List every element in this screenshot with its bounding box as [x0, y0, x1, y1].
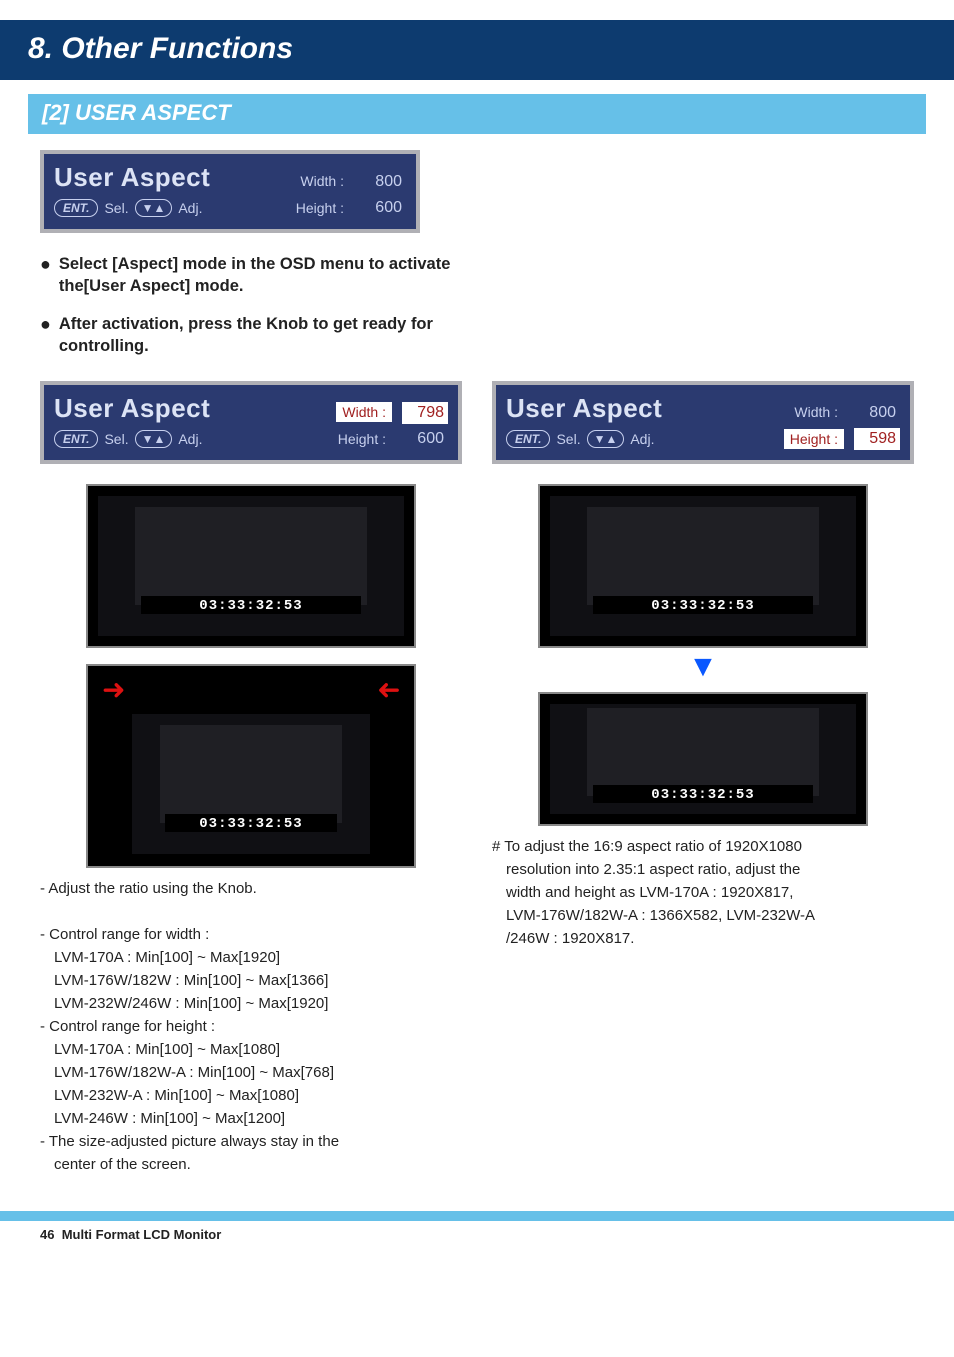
text-line: width and height as LVM-170A : 1920X817,: [492, 882, 914, 903]
osd-box-right: User Aspect Width : 800 ENT. Sel. ▼▲ Adj…: [492, 381, 914, 464]
timecode: 03:33:32:53: [651, 598, 754, 614]
text-line: resolution into 2.35:1 aspect ratio, adj…: [492, 859, 914, 880]
left-body-text: - Adjust the ratio using the Knob. - Con…: [40, 878, 462, 1175]
screen-after-left: ➜ ➜ 03:33:32:53: [86, 664, 416, 868]
height-label: Height :: [290, 198, 350, 218]
bullet-1: ● Select [Aspect] mode in the OSD menu t…: [40, 253, 460, 297]
bullet-2: ● After activation, press the Knob to ge…: [40, 313, 460, 357]
footer-bar: [0, 1211, 954, 1221]
screen-before-right: 03:33:32:53: [538, 484, 868, 648]
ent-pill: ENT.: [54, 199, 98, 217]
text-line: - Adjust the ratio using the Knob.: [40, 878, 462, 899]
timecode: 03:33:32:53: [651, 787, 754, 803]
text-line: # To adjust the 16:9 aspect ratio of 192…: [492, 836, 914, 857]
text-line: LVM-232W-A : Min[100] ~ Max[1080]: [40, 1085, 462, 1106]
osd-title: User Aspect: [506, 393, 778, 424]
footer: 46 Multi Format LCD Monitor: [0, 1221, 954, 1242]
text-line: - Control range for height :: [40, 1016, 462, 1037]
timecode: 03:33:32:53: [199, 598, 302, 614]
text-line: /246W : 1920X817.: [492, 928, 914, 949]
sel-text: Sel.: [104, 200, 128, 216]
adj-text: Adj.: [630, 431, 654, 447]
sel-text: Sel.: [556, 431, 580, 447]
bullet-dot-icon: ●: [40, 253, 51, 297]
right-column: User Aspect Width : 800 ENT. Sel. ▼▲ Adj…: [492, 373, 914, 1177]
arrows-pill: ▼▲: [587, 430, 625, 448]
text-line: LVM-170A : Min[100] ~ Max[1920]: [40, 947, 462, 968]
adj-text: Adj.: [178, 200, 202, 216]
text-line: center of the screen.: [40, 1154, 462, 1175]
height-label: Height :: [784, 429, 844, 449]
footer-title: Multi Format LCD Monitor: [62, 1227, 222, 1242]
bullet-text: Select [Aspect] mode in the OSD menu to …: [59, 253, 460, 297]
width-value: 798: [402, 402, 448, 424]
bullet-text: After activation, press the Knob to get …: [59, 313, 460, 357]
text-line: - Control range for width :: [40, 924, 462, 945]
width-value: 800: [854, 402, 900, 424]
height-value: 600: [360, 197, 406, 219]
height-label: Height :: [332, 429, 392, 449]
bullet-dot-icon: ●: [40, 313, 51, 357]
screen-before-left: 03:33:32:53: [86, 484, 416, 648]
osd-box-top: User Aspect Width : 800 ENT. Sel. ▼▲ Adj…: [40, 150, 420, 233]
text-line: - The size-adjusted picture always stay …: [40, 1131, 462, 1152]
sel-text: Sel.: [104, 431, 128, 447]
width-label: Width :: [336, 402, 392, 422]
ent-pill: ENT.: [506, 430, 550, 448]
width-label: Width :: [788, 402, 844, 422]
text-line: LVM-176W/182W : Min[100] ~ Max[1366]: [40, 970, 462, 991]
section-bar: [2] USER ASPECT: [28, 94, 926, 134]
text-line: LVM-246W : Min[100] ~ Max[1200]: [40, 1108, 462, 1129]
chapter-bar: 8. Other Functions: [0, 20, 954, 80]
ent-pill: ENT.: [54, 430, 98, 448]
height-value: 600: [402, 428, 448, 450]
text-line: LVM-170A : Min[100] ~ Max[1080]: [40, 1039, 462, 1060]
width-label: Width :: [294, 171, 350, 191]
timecode: 03:33:32:53: [199, 816, 302, 832]
height-value: 598: [854, 428, 900, 450]
arrow-down-icon: ▼: [538, 658, 868, 676]
osd-title: User Aspect: [54, 162, 284, 193]
page-number: 46: [40, 1227, 54, 1242]
screen-after-right: 03:33:32:53: [538, 692, 868, 826]
left-column: User Aspect Width : 798 ENT. Sel. ▼▲ Adj…: [40, 373, 462, 1177]
adj-text: Adj.: [178, 431, 202, 447]
arrow-right-icon: ➜: [102, 676, 125, 704]
osd-box-left: User Aspect Width : 798 ENT. Sel. ▼▲ Adj…: [40, 381, 462, 464]
arrows-pill: ▼▲: [135, 430, 173, 448]
section-title: [2] USER ASPECT: [42, 100, 912, 126]
right-body-text: # To adjust the 16:9 aspect ratio of 192…: [492, 836, 914, 949]
chapter-title: 8. Other Functions: [28, 32, 926, 66]
osd-title: User Aspect: [54, 393, 326, 424]
text-line: LVM-232W/246W : Min[100] ~ Max[1920]: [40, 993, 462, 1014]
text-line: LVM-176W/182W-A : 1366X582, LVM-232W-A: [492, 905, 914, 926]
text-line: LVM-176W/182W-A : Min[100] ~ Max[768]: [40, 1062, 462, 1083]
arrow-left-icon: ➜: [377, 676, 400, 704]
arrows-pill: ▼▲: [135, 199, 173, 217]
width-value: 800: [360, 171, 406, 193]
